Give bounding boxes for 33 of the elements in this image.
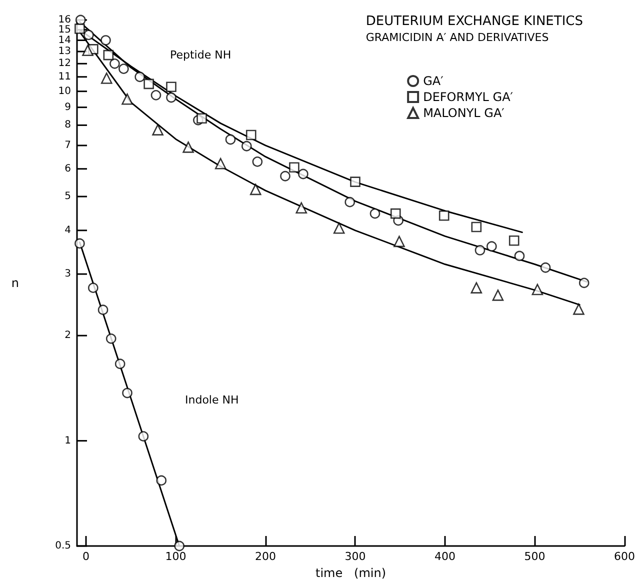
y-tick-label: 7 (64, 140, 71, 151)
x-tick-label: 200 (254, 550, 276, 563)
annotation: Indole NH (185, 394, 239, 406)
x-tick-label: 500 (524, 550, 546, 563)
x-tick-label: 0 (82, 550, 90, 563)
y-tick-label: 16 (58, 14, 71, 26)
text: GRAMICIDIN A′ AND DERIVATIVES (366, 31, 549, 44)
legend-label: MALONYL GA′ (423, 106, 505, 120)
x-tick-label: 400 (434, 550, 456, 563)
x-tick-label: 300 (344, 550, 366, 563)
y-tick-label: 4 (64, 224, 71, 236)
y-tick-label: 1 (64, 435, 71, 446)
chart-title: DEUTERIUM EXCHANGE KINETICS (366, 14, 584, 29)
y-tick-label: 5 (64, 191, 71, 202)
x-axis-title: time (min) (315, 566, 386, 580)
y-axis-title: n (11, 276, 19, 290)
legend-label: GA′ (423, 74, 444, 88)
y-tick-label: 11 (58, 71, 71, 82)
x-tick-label: 600 (614, 550, 635, 563)
y-tick-label: 6 (64, 163, 71, 174)
legend-label: DEFORMYL GA′ (423, 90, 514, 104)
y-tick-label: 3 (64, 268, 71, 280)
y-tick-label: 2 (64, 330, 71, 342)
y-tick-label: 8 (64, 120, 71, 131)
y-tick-label: 12 (58, 58, 71, 70)
y-tick-label: 14 (58, 34, 71, 46)
y-tick-label: 10 (58, 86, 71, 97)
y-tick-label: 9 (64, 102, 71, 113)
x-tick-label: 100 (165, 550, 186, 563)
annotation: Peptide NH (170, 48, 232, 62)
y-tick-label: 13 (58, 46, 71, 58)
y-tick-label: 15 (58, 24, 71, 36)
y-tick-label: 0.5 (55, 540, 71, 552)
